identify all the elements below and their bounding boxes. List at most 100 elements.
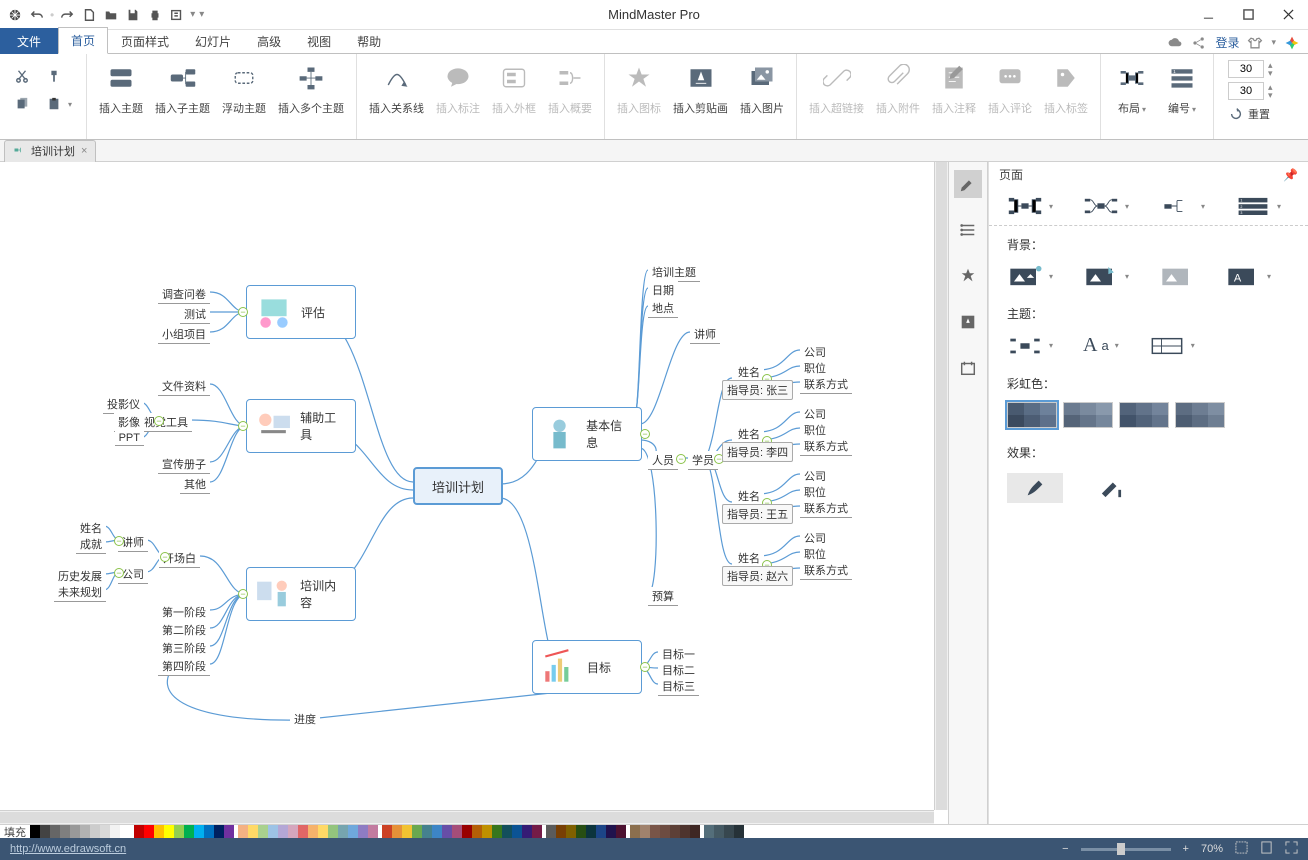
palette-color[interactable] — [134, 825, 144, 838]
node-sub[interactable]: 目标三 — [658, 677, 699, 696]
palette-color[interactable] — [60, 825, 70, 838]
palette-color[interactable] — [442, 825, 452, 838]
layout-opt-4[interactable]: 123▾ — [1235, 195, 1281, 217]
palette-color[interactable] — [348, 825, 358, 838]
palette-color[interactable] — [392, 825, 402, 838]
layout-button[interactable]: 布局▾ — [1107, 58, 1157, 120]
tab-home[interactable]: 首页 — [58, 27, 108, 54]
palette-color[interactable] — [288, 825, 298, 838]
page-view-icon[interactable] — [1260, 841, 1273, 857]
palette-color[interactable] — [100, 825, 110, 838]
undo-icon[interactable] — [28, 6, 46, 24]
bg-opt-3[interactable] — [1159, 265, 1195, 287]
theme-opt-2[interactable]: Aa▾ — [1083, 334, 1119, 357]
node-basic[interactable]: 基本信息 — [532, 407, 642, 461]
palette-color[interactable] — [734, 825, 744, 838]
node-sub[interactable]: 日期 — [648, 281, 678, 300]
node-tool[interactable]: 辅助工具 — [246, 399, 356, 453]
floating-topic-button[interactable]: 浮动主题 — [216, 58, 272, 120]
number-button[interactable]: 1编号▾ — [1157, 58, 1207, 120]
insert-relation-button[interactable]: 插入关系线 — [363, 58, 430, 120]
node-boxed[interactable]: 指导员: 张三 — [722, 380, 793, 400]
node-sub[interactable]: 文件资料 — [158, 377, 210, 396]
palette-color[interactable] — [422, 825, 432, 838]
minimize-icon[interactable] — [1188, 0, 1228, 30]
palette-color[interactable] — [472, 825, 482, 838]
rainbow-swatch[interactable] — [1063, 402, 1113, 428]
scrollbar-horizontal[interactable] — [0, 810, 934, 824]
node-sub[interactable]: 联系方式 — [800, 561, 852, 580]
palette-color[interactable] — [268, 825, 278, 838]
copy-button[interactable] — [10, 94, 34, 114]
palette-color[interactable] — [368, 825, 378, 838]
palette-color[interactable] — [596, 825, 606, 838]
reset-button[interactable]: 重置 — [1224, 104, 1274, 124]
palette-color[interactable] — [502, 825, 512, 838]
node-sub[interactable]: 投影仪 — [103, 395, 144, 414]
node-sub[interactable]: 调查问卷 — [158, 285, 210, 304]
palette-color[interactable] — [606, 825, 616, 838]
palette-color[interactable] — [586, 825, 596, 838]
palette-color[interactable] — [70, 825, 80, 838]
vendor-link[interactable]: http://www.edrawsoft.cn — [10, 843, 126, 855]
palette-color[interactable] — [318, 825, 328, 838]
palette-color[interactable] — [90, 825, 100, 838]
palette-color[interactable] — [144, 825, 154, 838]
zoom-slider[interactable] — [1081, 848, 1171, 851]
node-sub[interactable]: 宣传册子 — [158, 455, 210, 474]
palette-color[interactable] — [358, 825, 368, 838]
bg-opt-1[interactable]: ▾ — [1007, 265, 1053, 287]
layout-opt-2[interactable]: ▾ — [1083, 195, 1129, 217]
print-icon[interactable] — [146, 6, 164, 24]
node-content[interactable]: 培训内容 — [246, 567, 356, 621]
palette-color[interactable] — [492, 825, 502, 838]
palette-color[interactable] — [238, 825, 248, 838]
theme-opt-1[interactable]: ▾ — [1007, 335, 1053, 357]
zoom-in-icon[interactable]: + — [1183, 843, 1189, 855]
palette-color[interactable] — [680, 825, 690, 838]
height-input[interactable] — [1228, 82, 1264, 100]
insert-topic-button[interactable]: 插入主题 — [93, 58, 149, 120]
strip-icon-icon[interactable] — [954, 262, 982, 290]
palette-color[interactable] — [382, 825, 392, 838]
node-boxed[interactable]: 指导员: 王五 — [722, 504, 793, 524]
paste-button[interactable]: ▾ — [42, 94, 76, 114]
insert-summary-button[interactable]: 插入概要 — [542, 58, 598, 120]
insert-hyperlink-button[interactable]: 插入超链接 — [803, 58, 870, 120]
node-sub[interactable]: 影像 — [114, 413, 144, 432]
palette-color[interactable] — [452, 825, 462, 838]
palette-color[interactable] — [278, 825, 288, 838]
colorwheel-icon[interactable] — [1284, 35, 1300, 51]
tab-file[interactable]: 文件 — [0, 28, 58, 54]
format-painter-button[interactable] — [42, 66, 66, 86]
node-sub[interactable]: 地点 — [648, 299, 678, 318]
palette-color[interactable] — [616, 825, 626, 838]
insert-attachment-button[interactable]: 插入附件 — [870, 58, 926, 120]
theme-opt-3[interactable]: ▾ — [1149, 335, 1195, 357]
palette-color[interactable] — [576, 825, 586, 838]
tshirt-icon[interactable] — [1247, 35, 1263, 51]
palette-color[interactable] — [308, 825, 318, 838]
insert-multi-topic-button[interactable]: 插入多个主题 — [272, 58, 350, 120]
node-sub[interactable]: 成就 — [76, 535, 106, 554]
tab-help[interactable]: 帮助 — [344, 28, 394, 54]
fit-view-icon[interactable] — [1235, 841, 1248, 857]
palette-color[interactable] — [50, 825, 60, 838]
palette-color[interactable] — [630, 825, 640, 838]
tab-view[interactable]: 视图 — [294, 28, 344, 54]
strip-style-icon[interactable] — [954, 170, 982, 198]
node-sub[interactable]: 联系方式 — [800, 437, 852, 456]
insert-callout-button[interactable]: 插入标注 — [430, 58, 486, 120]
palette-color[interactable] — [338, 825, 348, 838]
app-menu-icon[interactable] — [6, 6, 24, 24]
node-sub[interactable]: 讲师 — [690, 325, 720, 344]
insert-subtopic-button[interactable]: 插入子主题 — [149, 58, 216, 120]
strip-task-icon[interactable] — [954, 354, 982, 382]
node-sub[interactable]: 联系方式 — [800, 375, 852, 394]
palette-color[interactable] — [714, 825, 724, 838]
layout-opt-3[interactable]: ▾ — [1159, 195, 1205, 217]
cut-button[interactable] — [10, 66, 34, 86]
palette-color[interactable] — [402, 825, 412, 838]
width-input[interactable] — [1228, 60, 1264, 78]
insert-tag-button[interactable]: 插入标签 — [1038, 58, 1094, 120]
